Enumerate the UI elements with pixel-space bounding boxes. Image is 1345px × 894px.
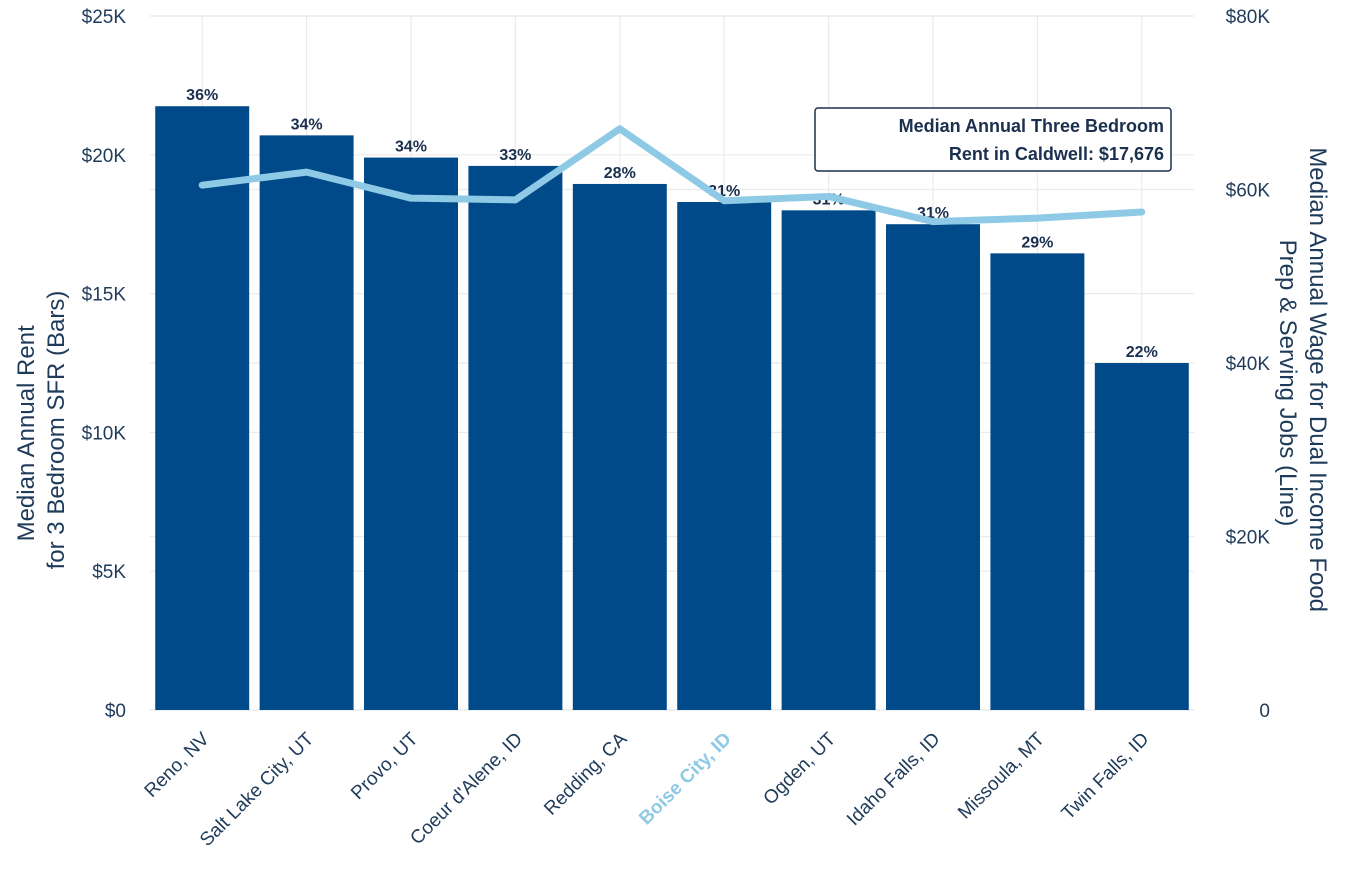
category-label-9: Twin Falls, ID [1058, 729, 1153, 824]
bar-data-label-8: 29% [1021, 234, 1053, 251]
left-tick-label-5: $25K [82, 7, 127, 28]
bar-9 [1094, 363, 1189, 710]
annotation-frame [814, 107, 1172, 172]
category-label-8: Missoula, MT [954, 728, 1049, 823]
left-axis-title-line-1: Median Annual Rent [13, 325, 40, 541]
bar-data-label-9: 22% [1126, 344, 1158, 361]
bar-data-label-0: 36% [186, 87, 218, 104]
left-axis-ticks: $0 $5K $10K $15K $20K $25K [82, 7, 127, 722]
right-axis-title: Median Annual Wage for Dual Income Food … [1274, 147, 1331, 618]
bar-2 [364, 157, 458, 711]
right-tick-label-0: 0 [1259, 701, 1270, 722]
bar-0 [155, 106, 250, 711]
left-tick-label-0: $0 [105, 701, 126, 722]
right-axis-title-line-2: Prep & Serving Jobs (Line) [1274, 240, 1301, 527]
bar-data-label-2: 34% [395, 139, 427, 156]
right-tick-label-2: $40K [1226, 354, 1271, 375]
category-label-7: Idaho Falls, ID [843, 729, 944, 830]
wage-line [198, 125, 1146, 226]
category-label-5: Boise City, ID [635, 729, 735, 829]
category-label-2: Provo, UT [347, 728, 423, 804]
bar-7 [886, 224, 980, 710]
category-label-6: Ogden, UT [760, 728, 841, 809]
category-label-0: Reno, NV [141, 728, 214, 801]
annotation-line-1: Median Annual Three Bedroom [899, 116, 1164, 136]
category-label-1: Salt Lake City, UT [196, 728, 318, 850]
annotation-box: Median Annual Three Bedroom Rent in Cald… [814, 107, 1172, 172]
bar-data-label-3: 33% [499, 147, 531, 164]
left-tick-label-4: $20K [82, 146, 127, 167]
right-tick-label-3: $60K [1226, 181, 1271, 202]
bar-data-label-1: 34% [291, 116, 323, 133]
bar-series [155, 106, 1189, 711]
bar-data-label-4: 28% [604, 165, 636, 182]
wage-line-series [198, 125, 1146, 226]
bar-1 [259, 135, 354, 711]
bar-3 [468, 165, 563, 711]
left-axis-title-line-2: for 3 Bedroom SFR (Bars) [43, 291, 70, 570]
bar-6 [781, 210, 876, 710]
category-label-3: Coeur d'Alene, ID [406, 729, 526, 849]
right-axis-title-line-1: Median Annual Wage for Dual Income Food [1304, 147, 1331, 612]
bar-5 [677, 201, 772, 710]
left-axis-title: Median Annual Rent for 3 Bedroom SFR (Ba… [13, 291, 70, 570]
left-tick-label-2: $10K [82, 423, 127, 444]
right-tick-label-1: $20K [1226, 528, 1271, 549]
right-axis-ticks: 0 $20K $40K $60K $80K [1226, 7, 1271, 722]
annotation-line-2: Rent in Caldwell: $17,676 [949, 144, 1164, 164]
left-tick-label-3: $15K [82, 285, 127, 306]
bar-4 [572, 183, 667, 710]
bar-8 [990, 253, 1085, 710]
right-tick-label-4: $80K [1226, 7, 1271, 28]
left-tick-label-1: $5K [92, 562, 126, 583]
category-label-4: Redding, CA [540, 728, 631, 819]
